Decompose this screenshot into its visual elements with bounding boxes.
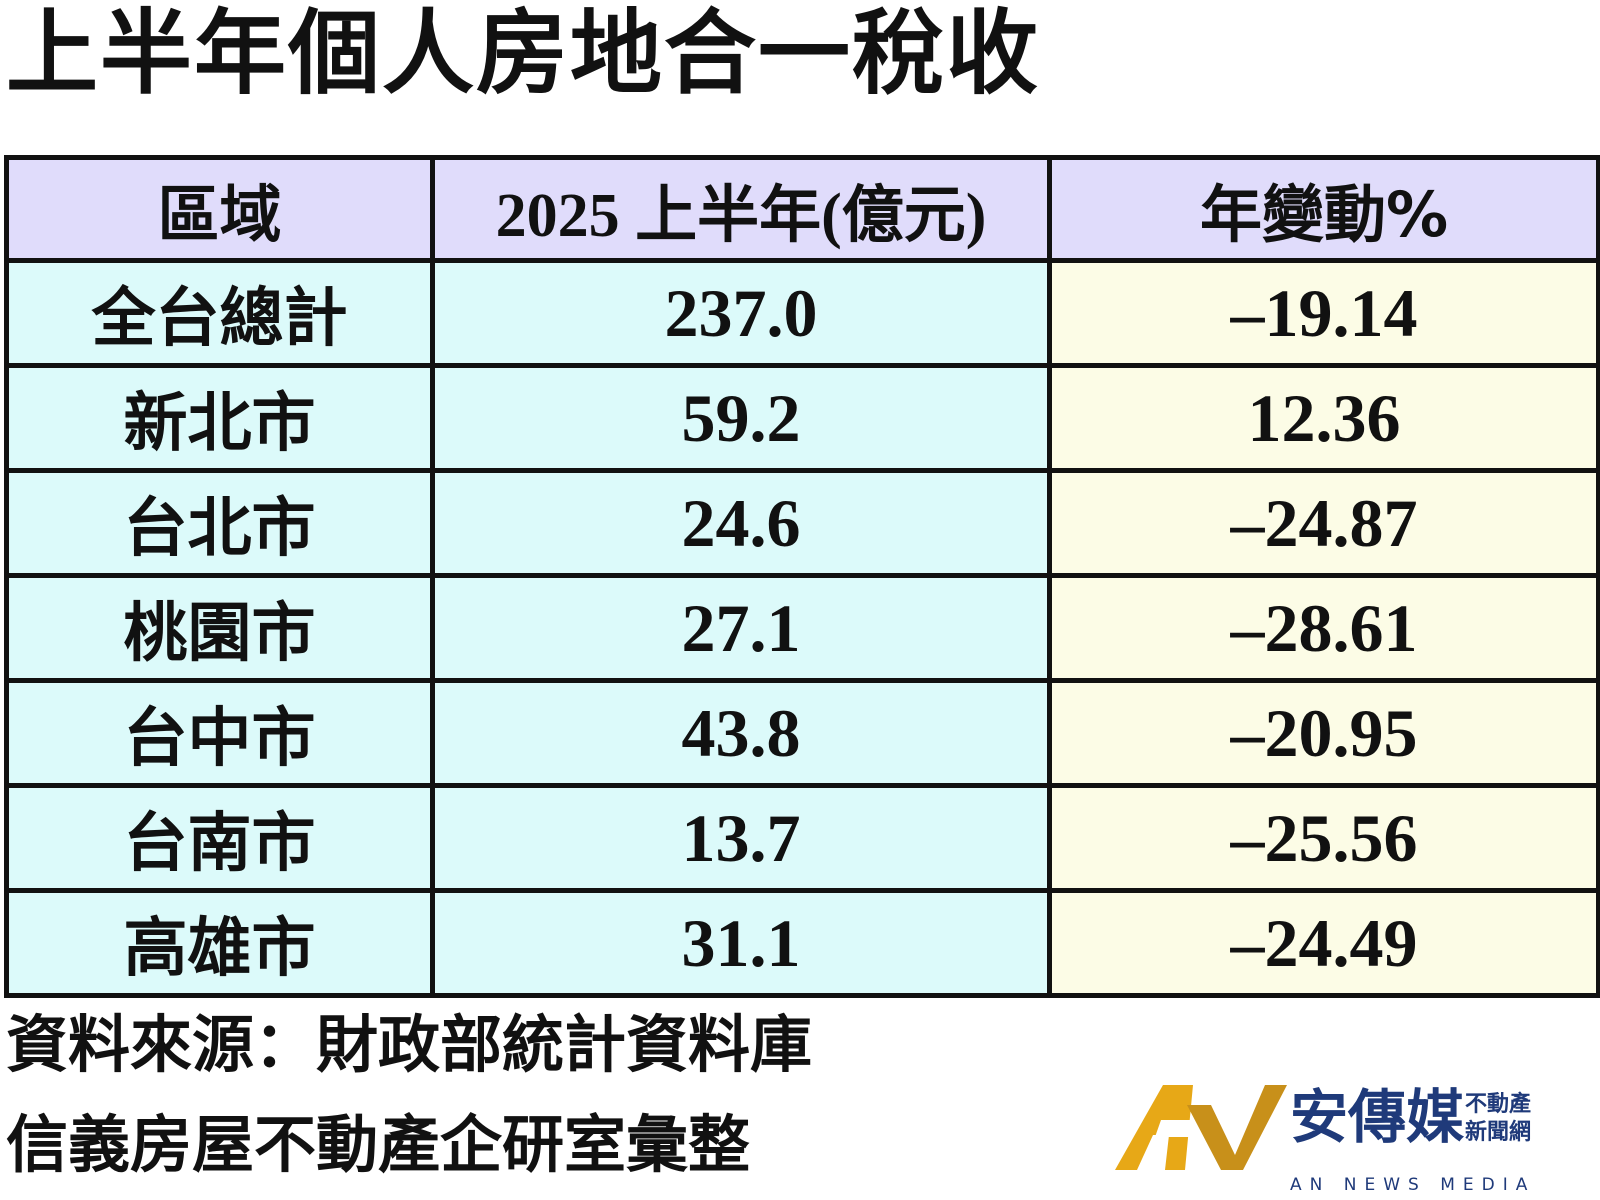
table-row: 台北市 24.6 –24.87 xyxy=(4,468,1600,578)
table-cell: 13.7 xyxy=(430,783,1052,893)
table-row: 台南市 13.7 –25.56 xyxy=(4,783,1600,893)
table-cell: –20.95 xyxy=(1047,678,1600,788)
table-row: 台中市 43.8 –20.95 xyxy=(4,678,1600,788)
table-cell: –24.49 xyxy=(1047,888,1600,998)
source-line: 資料來源：財政部統計資料庫 xyxy=(6,1008,813,1081)
title: 上半年個人房地合一稅收 xyxy=(6,0,1041,107)
table-cell: –24.87 xyxy=(1047,468,1600,578)
table-cell: 新北市 xyxy=(4,363,435,473)
table-cell: 高雄市 xyxy=(4,888,435,998)
table-cell: 43.8 xyxy=(430,678,1052,788)
table-cell: 24.6 xyxy=(430,468,1052,578)
credit-line: 信義房屋不動產企研室彙整 xyxy=(6,1108,751,1181)
table-cell: 237.0 xyxy=(430,258,1052,368)
table-cell: 全台總計 xyxy=(4,258,435,368)
table-cell: 12.36 xyxy=(1047,363,1600,473)
table-cell: 台中市 xyxy=(4,678,435,788)
logo: 安傳媒 不動產 新聞網 AN NEWS MEDIA xyxy=(1115,1083,1535,1195)
table-cell: 31.1 xyxy=(430,888,1052,998)
column-header: 區域 xyxy=(4,155,435,263)
logo-mark-n xyxy=(1187,1085,1287,1170)
logo-subtitle: AN NEWS MEDIA xyxy=(1290,1175,1535,1195)
table-cell: –19.14 xyxy=(1047,258,1600,368)
column-header: 年變動% xyxy=(1047,155,1600,263)
table-cell: 台北市 xyxy=(4,468,435,578)
table-cell: –28.61 xyxy=(1047,573,1600,683)
logo-mark-bar xyxy=(1155,1120,1193,1137)
column-header: 2025 上半年(億元) xyxy=(430,155,1052,263)
logo-tag: 新聞網 xyxy=(1465,1119,1531,1145)
table-row: 高雄市 31.1 –24.49 xyxy=(4,888,1600,998)
table-row: 桃園市 27.1 –28.61 xyxy=(4,573,1600,683)
header-row: 區域 2025 上半年(億元) 年變動% xyxy=(4,155,1600,263)
table-cell: –25.56 xyxy=(1047,783,1600,893)
table-cell: 桃園市 xyxy=(4,573,435,683)
logo-tag: 不動產 xyxy=(1465,1091,1531,1117)
table-row: 新北市 59.2 12.36 xyxy=(4,363,1600,473)
logo-name: 安傳媒 xyxy=(1290,1083,1465,1151)
table-row: 全台總計 237.0 –19.14 xyxy=(4,258,1600,368)
table-cell: 27.1 xyxy=(430,573,1052,683)
table-cell: 台南市 xyxy=(4,783,435,893)
data-table: 區域 2025 上半年(億元) 年變動% 全台總計 237.0 –19.14 新北市 59.… xyxy=(4,155,1600,998)
table-cell: 59.2 xyxy=(430,363,1052,473)
logo-mark-a xyxy=(1115,1085,1193,1170)
